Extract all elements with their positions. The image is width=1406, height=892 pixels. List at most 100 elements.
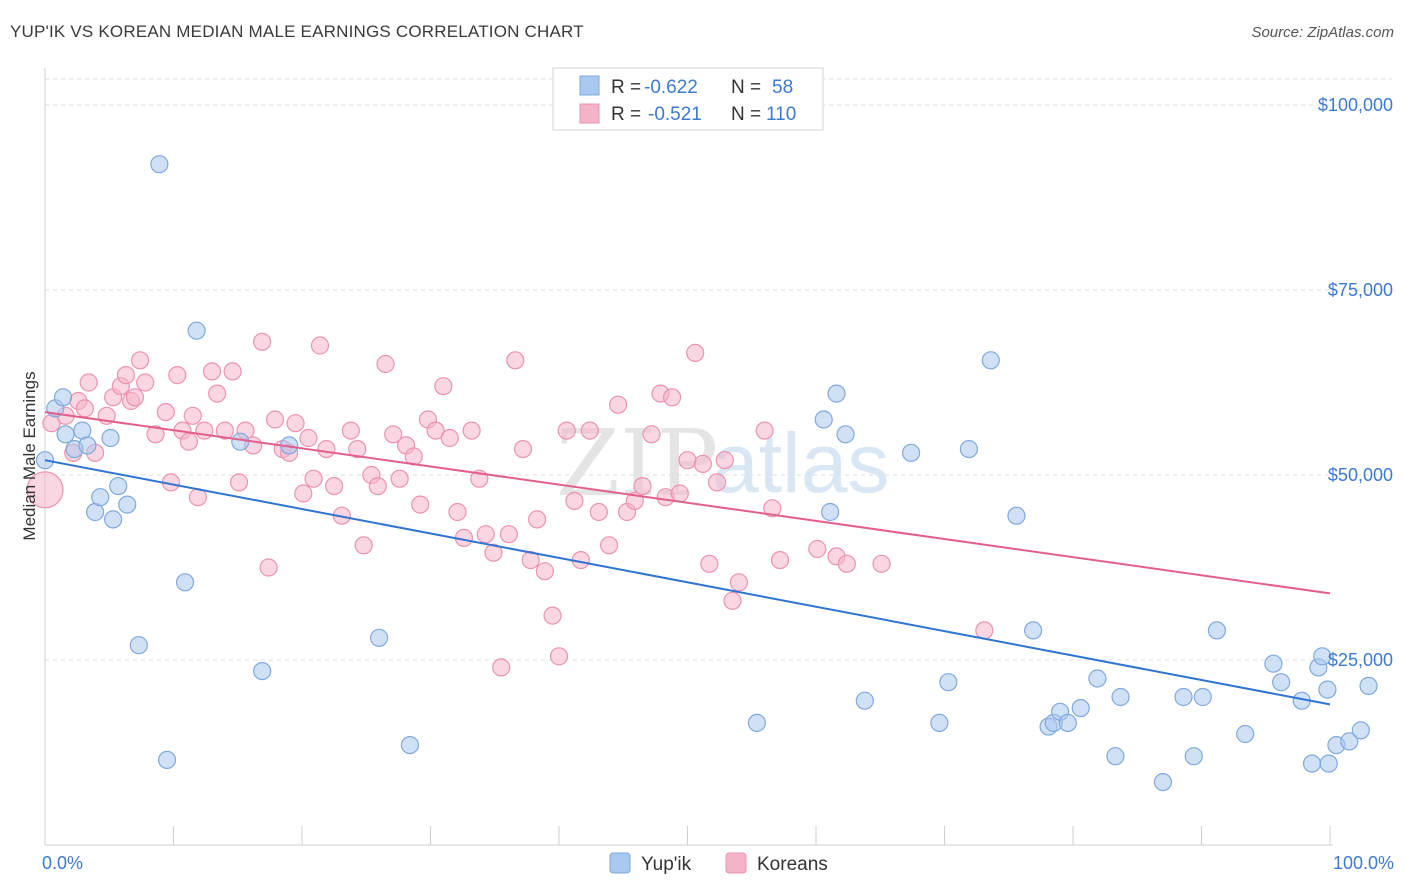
point-koreans — [528, 510, 547, 529]
point-koreans — [215, 421, 234, 440]
point-koreans — [146, 425, 165, 444]
point-koreans — [707, 473, 727, 492]
point-koreans — [543, 606, 562, 625]
point-koreans — [686, 343, 705, 362]
point-yupik — [827, 384, 846, 403]
point-koreans — [168, 366, 187, 385]
point-koreans — [116, 366, 136, 385]
point-yupik — [901, 443, 921, 462]
point-koreans — [317, 440, 336, 459]
point-koreans — [179, 432, 199, 451]
point-yupik — [56, 425, 75, 444]
point-yupik — [231, 432, 250, 451]
point-yupik — [187, 321, 206, 340]
legend-r-value-yupik: -0.622 — [644, 77, 698, 98]
point-koreans — [434, 377, 453, 396]
point-koreans — [872, 554, 891, 573]
legend-n-value-yupik: 58 — [772, 77, 793, 98]
point-yupik — [1351, 721, 1370, 740]
point-yupik — [939, 673, 958, 692]
x-axis-ticks — [44, 826, 1331, 845]
point-yupik — [1340, 732, 1359, 751]
point-yupik — [1319, 754, 1338, 773]
legend-n-label-koreans: N = — [731, 104, 761, 125]
point-yupik — [253, 661, 272, 681]
bottom-legend: Yup'ik Koreans — [609, 852, 828, 875]
point-koreans — [975, 621, 994, 640]
point-koreans — [662, 388, 682, 407]
point-koreans — [808, 539, 827, 559]
point-koreans — [633, 477, 652, 496]
chart-source: Source: ZipAtlas.com — [1251, 24, 1394, 41]
point-koreans — [678, 451, 697, 470]
bottom-legend-label-koreans: Koreans — [757, 854, 828, 875]
point-koreans — [259, 558, 278, 577]
point-koreans — [299, 428, 318, 448]
point-yupik — [1359, 676, 1378, 696]
point-yupik — [930, 713, 949, 733]
point-yupik — [981, 351, 1000, 370]
point-koreans — [368, 477, 387, 496]
point-koreans — [535, 562, 554, 581]
point-koreans — [506, 351, 525, 370]
point-koreans — [600, 536, 619, 555]
point-yupik — [53, 388, 73, 407]
point-koreans — [390, 469, 409, 488]
point-yupik — [1272, 673, 1291, 692]
point-koreans — [253, 332, 272, 351]
y-tick-label: $25,000 — [1328, 650, 1393, 670]
point-koreans — [376, 354, 395, 374]
point-koreans — [341, 421, 360, 440]
point-koreans — [411, 495, 430, 514]
point-koreans — [492, 658, 511, 677]
point-koreans — [384, 425, 403, 444]
point-koreans — [580, 421, 599, 440]
y-tick-label: $75,000 — [1328, 280, 1393, 300]
point-yupik — [91, 488, 110, 507]
point-koreans — [125, 388, 145, 407]
point-yupik — [1058, 713, 1077, 733]
x-tick-label-min: 0.0% — [42, 853, 83, 873]
point-koreans — [195, 421, 214, 440]
legend-n-value-koreans: 110 — [766, 104, 796, 125]
point-yupik — [747, 713, 766, 733]
legend: R = -0.622 N = 58 R = -0.521 N = 110 — [552, 67, 824, 131]
x-tick-label-max: 100.0% — [1333, 853, 1394, 873]
point-koreans — [589, 502, 608, 522]
point-koreans — [79, 373, 98, 392]
point-koreans — [440, 428, 459, 448]
point-koreans — [208, 384, 227, 403]
point-yupik — [104, 510, 123, 529]
point-yupik — [78, 436, 97, 455]
point-koreans — [770, 550, 790, 570]
point-koreans — [484, 543, 503, 562]
point-yupik — [157, 750, 177, 770]
point-yupik — [1207, 621, 1227, 640]
legend-swatch-yupik — [579, 75, 600, 96]
point-koreans — [26, 471, 64, 509]
point-yupik — [821, 502, 840, 522]
watermark-atlas: atlas — [712, 416, 889, 510]
point-koreans — [462, 421, 481, 440]
legend-r-value-koreans: -0.521 — [648, 104, 702, 125]
point-koreans — [609, 395, 628, 414]
point-koreans — [202, 362, 222, 381]
point-koreans — [136, 373, 155, 392]
point-koreans — [325, 477, 344, 496]
point-koreans — [448, 502, 467, 522]
point-yupik — [129, 636, 148, 655]
point-koreans — [565, 491, 584, 510]
point-koreans — [75, 399, 94, 418]
chart-title: YUP'IK VS KOREAN MEDIAN MALE EARNINGS CO… — [10, 22, 584, 41]
point-yupik — [1184, 747, 1203, 766]
point-yupik — [1024, 621, 1043, 640]
trend-lines — [44, 411, 1331, 706]
point-yupik — [1111, 687, 1130, 707]
point-yupik — [959, 440, 979, 459]
point-koreans — [670, 484, 689, 503]
point-yupik — [1071, 698, 1090, 718]
legend-r-label-koreans: R = — [611, 104, 641, 125]
bottom-legend-swatch-yupik — [609, 852, 631, 874]
y-axis-title: Median Male Earnings — [20, 371, 39, 540]
point-koreans — [513, 440, 533, 459]
